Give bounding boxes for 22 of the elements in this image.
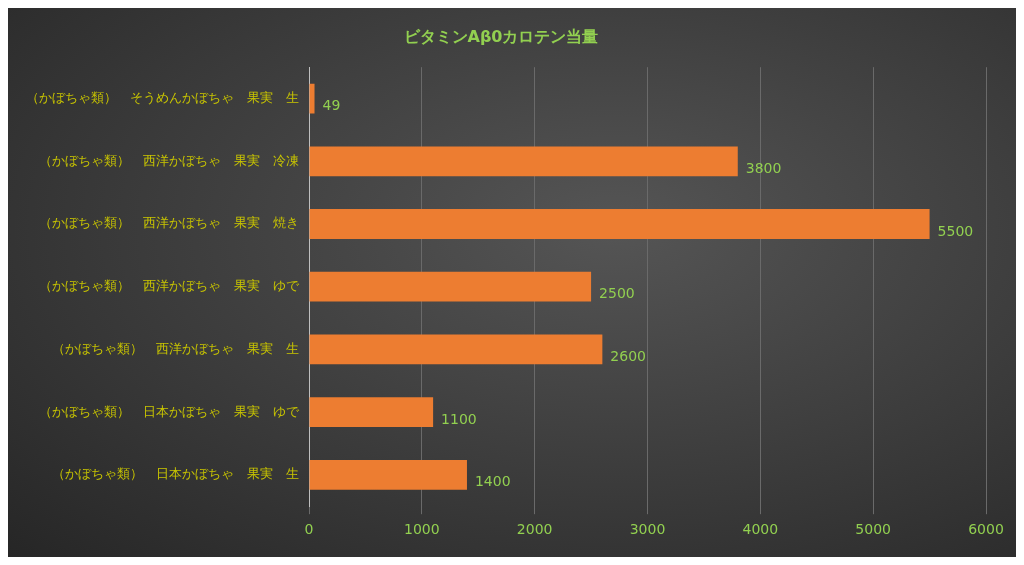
- data-label: 49: [322, 97, 341, 114]
- x-tick-label: 1000: [404, 521, 440, 538]
- y-tick-label: （かぼちゃ類） 日本かぼちゃ 果実 ゆで: [39, 403, 300, 419]
- x-tick-label: 3000: [629, 521, 666, 538]
- data-label: 2500: [599, 285, 635, 302]
- y-tick-label: （かぼちゃ類） 西洋かぼちゃ 果実 焼き: [39, 215, 299, 231]
- data-label: 3800: [745, 159, 782, 176]
- y-tick-label: （かぼちゃ類） そうめんかぼちゃ 果実 生: [26, 89, 299, 105]
- x-tick-label: 5000: [855, 521, 891, 538]
- y-tick-label: （かぼちゃ類） 西洋かぼちゃ 果実 冷凍: [39, 152, 299, 168]
- x-tick-label: 6000: [968, 521, 1004, 538]
- data-label: 2600: [610, 348, 647, 365]
- data-label: 1400: [474, 473, 511, 490]
- data-label: 5500: [937, 222, 974, 239]
- x-tick-label: 4000: [742, 521, 779, 538]
- y-tick-label: （かぼちゃ類） 西洋かぼちゃ 果実 生: [52, 340, 299, 356]
- x-tick-label: 2000: [516, 521, 553, 538]
- data-label: 1100: [441, 410, 477, 427]
- chart-title: ビタミンAβ0カロテン当量: [403, 26, 599, 46]
- y-tick-label: （かぼちゃ類） 日本かぼちゃ 果実 生: [52, 466, 299, 482]
- y-tick-label: （かぼちゃ類） 西洋かぼちゃ 果実 ゆで: [39, 278, 300, 294]
- x-tick-label: 0: [304, 521, 314, 538]
